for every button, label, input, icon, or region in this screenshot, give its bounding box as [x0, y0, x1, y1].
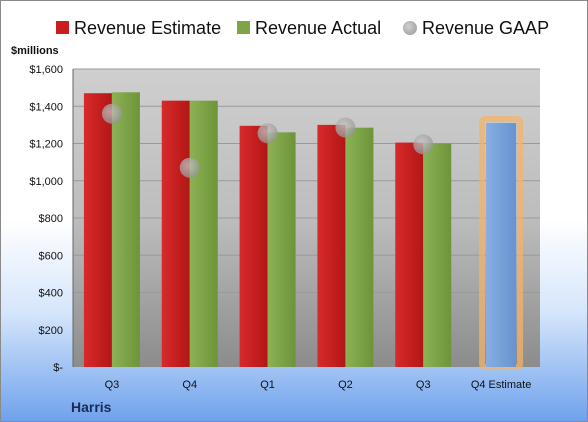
- bar-revenue-estimate: [83, 93, 112, 368]
- legend-marker-revenue-gaap: [403, 21, 417, 35]
- bar-revenue-estimate: [317, 124, 346, 367]
- marker-revenue-gaap: [413, 134, 434, 155]
- legend-swatch-revenue-actual: [237, 21, 250, 34]
- legend-swatch-revenue-estimate: [56, 21, 69, 34]
- x-tick-label: Q2: [338, 379, 353, 391]
- y-axis-unit-label: $millions: [11, 45, 59, 57]
- gridlines: [72, 68, 540, 367]
- bar-revenue-actual: [345, 127, 374, 367]
- x-tick-label: Q3: [105, 379, 120, 391]
- y-tick-label: $400: [39, 288, 63, 300]
- y-tick-label: $1,600: [29, 64, 63, 76]
- gaap-markers: [101, 103, 434, 178]
- y-tick-label: $800: [39, 213, 63, 225]
- y-tick-label: $-: [53, 362, 63, 374]
- bar-revenue-estimate: [239, 125, 268, 368]
- marker-revenue-gaap: [335, 117, 356, 138]
- bar-revenue-estimate: [395, 142, 424, 367]
- y-tick-label: $1,000: [29, 176, 63, 188]
- legend: Revenue Estimate Revenue Actual Revenue …: [56, 18, 549, 38]
- bar-revenue-actual: [189, 100, 218, 367]
- legend-label-revenue-gaap: Revenue GAAP: [422, 18, 549, 38]
- bars: [83, 92, 524, 370]
- legend-label-revenue-actual: Revenue Actual: [255, 18, 381, 38]
- y-tick-label: $1,400: [29, 101, 63, 113]
- y-tick-label: $1,200: [29, 139, 63, 151]
- x-tick-label: Q1: [260, 379, 275, 391]
- x-tick-label: Q4 Estimate: [471, 379, 532, 391]
- bar-revenue-actual: [423, 143, 452, 367]
- legend-label-revenue-estimate: Revenue Estimate: [74, 18, 221, 38]
- marker-revenue-gaap: [179, 157, 200, 178]
- y-tick-label: $200: [39, 325, 63, 337]
- bar-q4-estimate: [486, 123, 517, 367]
- y-axis-ticks: $- $200 $400 $600 $800 $1,000 $1,200 $1,400 $1,6…: [29, 64, 63, 374]
- y-tick-label: $600: [39, 250, 63, 262]
- x-tick-label: Q3: [416, 379, 431, 391]
- company-name: Harris: [71, 399, 112, 415]
- bar-revenue-estimate: [161, 100, 190, 367]
- x-axis-ticks: Q3 Q4 Q1 Q2 Q3 Q4 Estimate: [105, 379, 532, 391]
- x-tick-label: Q4: [182, 379, 197, 391]
- marker-revenue-gaap: [101, 103, 122, 124]
- bar-revenue-actual: [267, 132, 296, 367]
- bar-revenue-actual: [111, 92, 140, 367]
- marker-revenue-gaap: [257, 123, 278, 144]
